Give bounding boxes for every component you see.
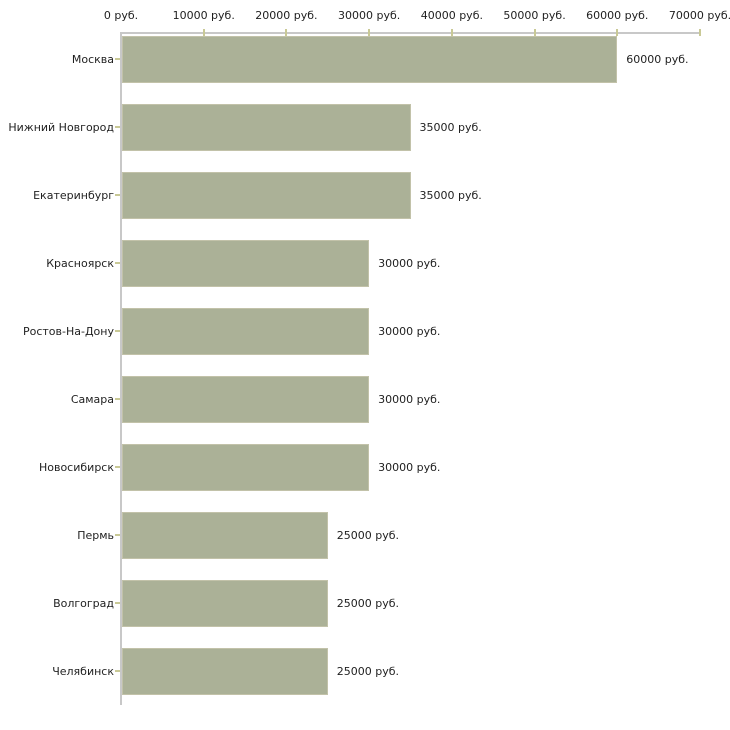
chart-row: Москва 60000 руб.: [0, 36, 730, 83]
x-axis-line: [120, 32, 700, 34]
x-axis-tick-mark: [285, 29, 288, 36]
x-axis-tick-mark: [450, 29, 453, 36]
category-tick-mark: [115, 534, 120, 536]
bar: [122, 444, 370, 491]
chart-row: Екатеринбург 35000 руб.: [0, 172, 730, 219]
bar: [122, 376, 370, 423]
bar: [122, 104, 411, 151]
chart-row: Челябинск 25000 руб.: [0, 648, 730, 695]
category-label: Красноярск: [46, 257, 114, 270]
bar: [122, 240, 370, 287]
chart-row: Новосибирск 30000 руб.: [0, 444, 730, 491]
y-axis-line: [120, 32, 122, 705]
x-axis-tick-label: 60000 руб.: [586, 9, 649, 22]
value-label: 25000 руб.: [336, 529, 400, 542]
value-label: 25000 руб.: [336, 597, 400, 610]
category-tick-mark: [115, 398, 120, 400]
x-axis-tick-mark: [202, 29, 205, 36]
x-axis-tick-mark: [616, 29, 619, 36]
category-tick-mark: [115, 194, 120, 196]
x-axis-tick-label: 0 руб.: [103, 9, 139, 22]
category-tick-mark: [115, 466, 120, 468]
category-tick-mark: [115, 330, 120, 332]
bar: [122, 172, 411, 219]
x-axis-tick-label: 40000 руб.: [420, 9, 483, 22]
value-label: 30000 руб.: [378, 257, 441, 270]
bar: [122, 36, 618, 83]
chart-row: Пермь 25000 руб.: [0, 512, 730, 559]
x-axis-tick-label: 10000 руб.: [172, 9, 235, 22]
value-label: 35000 руб.: [419, 189, 482, 202]
chart-row: Самара 30000 руб.: [0, 376, 730, 423]
x-axis-tick-label: 30000 руб.: [338, 9, 401, 22]
chart-row: Волгоград 25000 руб.: [0, 580, 730, 627]
category-tick-mark: [115, 262, 120, 264]
category-label: Волгоград: [53, 597, 114, 610]
category-tick-mark: [115, 670, 120, 672]
value-label: 30000 руб.: [378, 461, 441, 474]
category-label: Самара: [70, 393, 114, 406]
bar: [122, 512, 328, 559]
chart-row: Красноярск 30000 руб.: [0, 240, 730, 287]
category-tick-mark: [115, 58, 120, 60]
bar: [122, 308, 370, 355]
category-label: Екатеринбург: [33, 189, 114, 202]
category-label: Нижний Новгород: [8, 121, 114, 134]
value-label: 25000 руб.: [336, 665, 400, 678]
category-label: Новосибирск: [38, 461, 114, 474]
category-label: Челябинск: [52, 665, 114, 678]
value-label: 35000 руб.: [419, 121, 482, 134]
bar: [122, 580, 328, 627]
category-tick-mark: [115, 602, 120, 604]
x-axis-tick-label: 20000 руб.: [255, 9, 318, 22]
x-axis-tick-label: 50000 руб.: [503, 9, 566, 22]
x-axis-tick-mark: [699, 29, 701, 36]
category-label: Ростов-На-Дону: [22, 325, 114, 338]
category-label: Москва: [71, 53, 114, 66]
bar: [122, 648, 328, 695]
x-axis-tick-mark: [533, 29, 536, 36]
category-tick-mark: [115, 126, 120, 128]
category-label: Пермь: [77, 529, 114, 542]
value-label: 30000 руб.: [378, 393, 441, 406]
x-axis-tick-label: 70000 руб.: [668, 9, 730, 22]
chart-row: Нижний Новгород 35000 руб.: [0, 104, 730, 151]
chart-row: Ростов-На-Дону 30000 руб.: [0, 308, 730, 355]
value-label: 30000 руб.: [378, 325, 441, 338]
x-axis-tick-mark: [368, 29, 371, 36]
value-label: 60000 руб.: [626, 53, 689, 66]
